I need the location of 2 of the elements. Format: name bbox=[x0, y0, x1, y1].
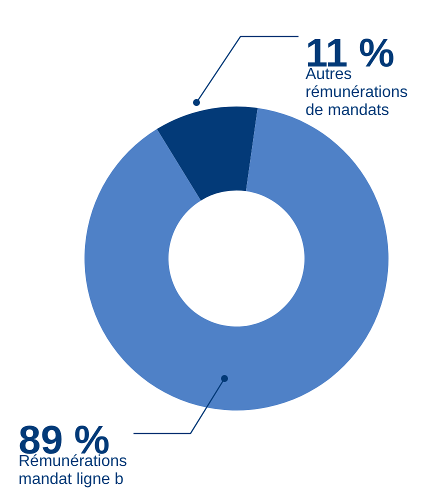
slice-label: Autres rémunérations de mandats bbox=[306, 66, 408, 119]
slice-label: Rémunérations mandat ligne b bbox=[18, 453, 127, 488]
